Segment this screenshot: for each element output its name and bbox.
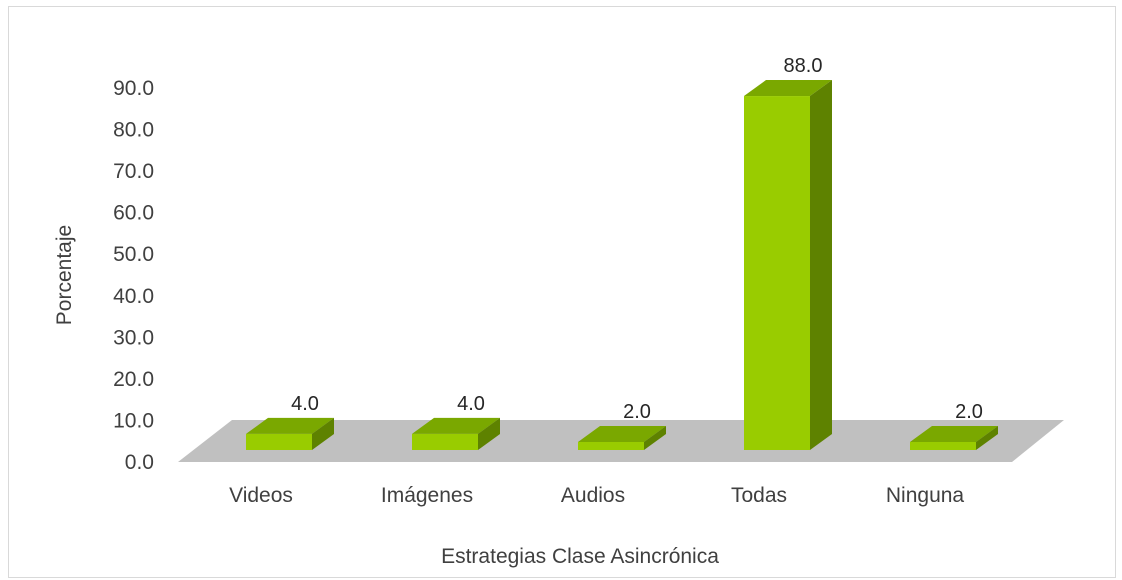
bar-side	[644, 425, 666, 450]
bar-front	[412, 433, 478, 450]
data-label: 2.0	[955, 401, 983, 423]
y-tick-label: 30.0	[113, 326, 154, 349]
category-label: Imágenes	[381, 484, 473, 507]
bar-front	[910, 441, 976, 450]
category-label: Videos	[229, 484, 293, 507]
bar-top	[910, 425, 998, 442]
category-label: Audios	[561, 484, 625, 507]
y-tick-label: 10.0	[113, 409, 154, 432]
y-tick-label: 20.0	[113, 368, 154, 391]
data-label: 4.0	[291, 393, 319, 415]
bar-top	[744, 80, 832, 97]
bar-side	[478, 417, 500, 450]
bar-side	[312, 417, 334, 450]
bar-top	[412, 417, 500, 434]
bar-front	[246, 433, 312, 450]
y-tick-label: 90.0	[113, 77, 154, 100]
x-axis-title: Estrategias Clase Asincrónica	[441, 545, 719, 568]
bar-top	[578, 425, 666, 442]
bar-side	[810, 80, 832, 451]
data-label: 88.0	[784, 55, 823, 77]
y-axis-title: Porcentaje	[53, 225, 76, 325]
bar-front	[578, 441, 644, 450]
bar	[578, 425, 666, 450]
data-label: 4.0	[457, 393, 485, 415]
y-tick-label: 80.0	[113, 119, 154, 142]
y-tick-label: 50.0	[113, 243, 154, 266]
y-tick-label: 70.0	[113, 160, 154, 183]
bar-front	[744, 96, 810, 451]
x-axis-categories: Videos Imágenes Audios Todas Ninguna	[229, 484, 964, 507]
y-tick-label: 60.0	[113, 202, 154, 225]
bar-side	[976, 425, 998, 450]
y-axis-ticks: 0.0 10.0 20.0 30.0 40.0 50.0 60.0 70.0 80.0 90.0	[113, 77, 154, 474]
bar	[744, 80, 832, 451]
data-labels: 4.0 4.0 2.0 88.0 2.0	[291, 55, 983, 423]
category-label: Todas	[731, 484, 787, 507]
bar	[910, 425, 998, 450]
y-tick-label: 0.0	[125, 451, 154, 474]
chart-frame	[8, 6, 1116, 578]
bar-top	[246, 417, 334, 434]
data-label: 2.0	[623, 401, 651, 423]
y-tick-label: 40.0	[113, 285, 154, 308]
bar	[412, 417, 500, 450]
bars	[246, 80, 998, 451]
category-label: Ninguna	[886, 484, 965, 507]
bar	[246, 417, 334, 450]
